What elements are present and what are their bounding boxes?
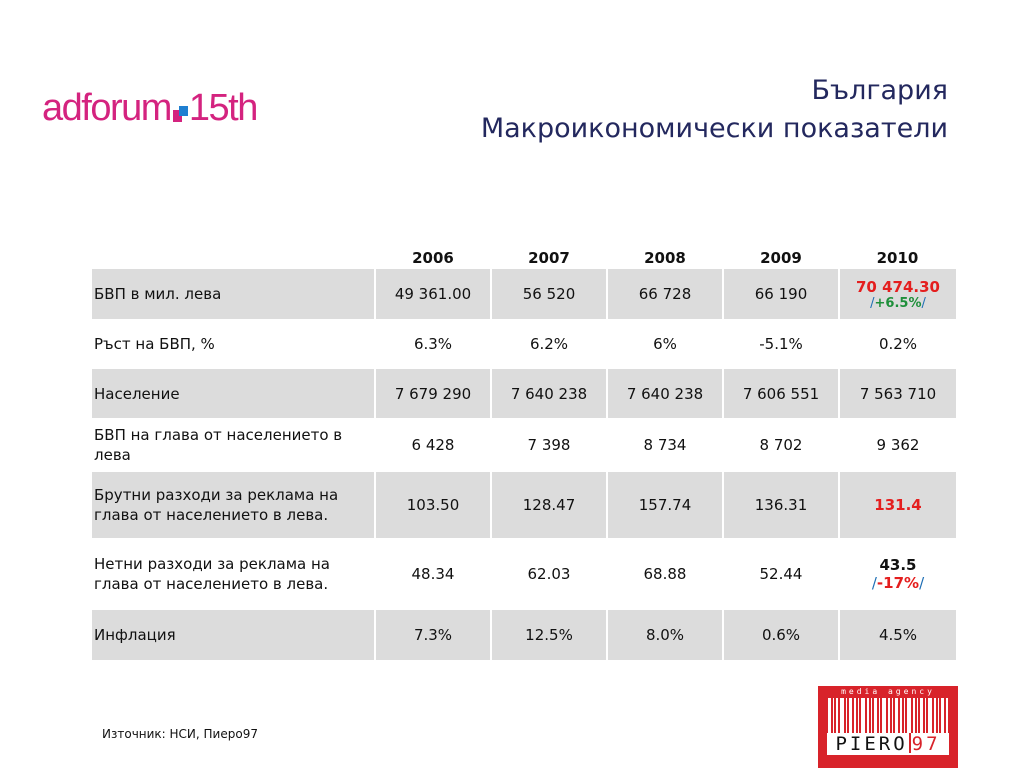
table-cell: 7 563 710 bbox=[839, 369, 956, 418]
table-cell: 62.03 bbox=[491, 538, 608, 610]
row-label: БВП на глава от населението в лева bbox=[92, 418, 376, 472]
logo-text-right: 15th bbox=[188, 87, 258, 129]
row-label: Инфлация bbox=[92, 610, 376, 660]
table-row: БВП на глава от населението в лева 6 428… bbox=[92, 418, 956, 472]
table-cell: 136.31 bbox=[723, 472, 840, 538]
table-cell: 66 728 bbox=[607, 269, 724, 319]
table-header-row: 2006 2007 2008 2009 2010 bbox=[92, 236, 956, 269]
table-cell: 9 362 bbox=[876, 436, 920, 454]
table-cell-highlight: 131.4 bbox=[839, 472, 956, 538]
table-cell: 6.3% bbox=[375, 319, 492, 369]
table-cell: 12.5% bbox=[491, 610, 608, 660]
gdp-growth-text: +6.5% bbox=[874, 295, 922, 311]
year-header: 2006 bbox=[412, 249, 454, 267]
year-header: 2008 bbox=[644, 249, 686, 267]
row-label: Население bbox=[92, 369, 376, 418]
table-row: Ръст на БВП, % 6.3% 6.2% 6% -5.1% 0.2% bbox=[92, 319, 956, 369]
year-header: 2010 bbox=[876, 249, 919, 267]
table-row: Брутни разходи за реклама на глава от на… bbox=[92, 472, 956, 538]
table-cell: 0.2% bbox=[878, 335, 918, 353]
gdp-2010-growth: /+6.5%/ bbox=[870, 295, 926, 311]
macro-indicators-table: 2006 2007 2008 2009 2010 БВП в мил. лева… bbox=[92, 236, 956, 660]
table-cell: 66 190 bbox=[723, 269, 840, 319]
table-cell: 68.88 bbox=[607, 538, 724, 610]
table-cell: 48.34 bbox=[375, 538, 492, 610]
adforum-logo: adforum 15th bbox=[42, 87, 258, 129]
brand-tagline: media agency bbox=[841, 687, 935, 696]
page-title: България Макроикономически показатели bbox=[481, 72, 948, 148]
piero97-logo: media agency PIERO 97 bbox=[818, 686, 958, 768]
table-cell: 8 702 bbox=[723, 418, 840, 472]
table-cell: 0.6% bbox=[723, 610, 840, 660]
title-line-subject: Макроикономически показатели bbox=[480, 113, 948, 144]
table-row: Население 7 679 290 7 640 238 7 640 238 … bbox=[92, 369, 956, 418]
table-cell: 56 520 bbox=[491, 269, 608, 319]
table-cell: 6 428 bbox=[375, 418, 492, 472]
brand-number: 97 bbox=[911, 733, 941, 755]
table-cell: 4.5% bbox=[839, 610, 956, 660]
table-cell-highlight: 70 474.30 /+6.5%/ bbox=[839, 269, 956, 319]
title-line-country: България bbox=[811, 75, 948, 106]
table-row: Инфлация 7.3% 12.5% 8.0% 0.6% 4.5% bbox=[92, 610, 956, 660]
table-cell: 6.2% bbox=[491, 319, 608, 369]
brand-name: PIERO bbox=[835, 733, 908, 755]
header-corner bbox=[92, 236, 375, 269]
table-cell: 7 640 238 bbox=[491, 369, 608, 418]
net-ad-2010-change: /-17%/ bbox=[871, 574, 925, 592]
row-label: Ръст на БВП, % bbox=[92, 319, 376, 369]
table-cell: 7 679 290 bbox=[375, 369, 492, 418]
table-cell: 7 640 238 bbox=[607, 369, 724, 418]
table-cell-highlight: 43.5 /-17%/ bbox=[839, 538, 956, 610]
logo-square-icon bbox=[172, 106, 188, 122]
barcode-icon bbox=[828, 698, 948, 734]
table-cell: 8.0% bbox=[607, 610, 724, 660]
table-cell: 7 606 551 bbox=[723, 369, 840, 418]
table-cell: 128.47 bbox=[491, 472, 608, 538]
table-cell: -5.1% bbox=[723, 319, 840, 369]
row-label: Нетни разходи за реклама на глава от нас… bbox=[92, 538, 376, 610]
net-ad-change-text: -17% bbox=[876, 574, 920, 592]
table-row: Нетни разходи за реклама на глава от нас… bbox=[92, 538, 956, 610]
brand-name-plate: PIERO 97 bbox=[827, 733, 949, 755]
table-cell: 157.74 bbox=[607, 472, 724, 538]
table-cell: 7.3% bbox=[375, 610, 492, 660]
year-header: 2007 bbox=[528, 249, 570, 267]
table-cell: 49 361.00 bbox=[375, 269, 492, 319]
table-cell: 8 734 bbox=[607, 418, 724, 472]
row-label: Брутни разходи за реклама на глава от на… bbox=[92, 472, 376, 538]
table-cell: 7 398 bbox=[491, 418, 608, 472]
row-label: БВП в мил. лева bbox=[92, 269, 376, 319]
gdp-2010-value: 70 474.30 bbox=[856, 277, 940, 296]
table-cell: 52.44 bbox=[723, 538, 840, 610]
year-header: 2009 bbox=[760, 249, 802, 267]
table-cell: 6% bbox=[607, 319, 724, 369]
net-ad-2010-value: 43.5 bbox=[879, 556, 917, 574]
table-row: БВП в мил. лева 49 361.00 56 520 66 728 … bbox=[92, 269, 956, 319]
logo-text-left: adforum bbox=[42, 87, 172, 129]
table-cell: 103.50 bbox=[375, 472, 492, 538]
source-note: Източник: НСИ, Пиеро97 bbox=[102, 727, 258, 741]
